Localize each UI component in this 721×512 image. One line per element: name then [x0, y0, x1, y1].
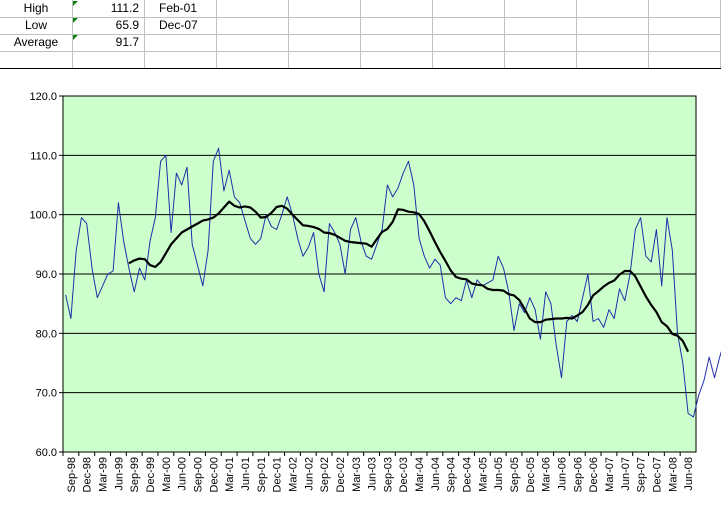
- y-tick-label: 110.0: [30, 150, 57, 162]
- y-tick-label: 70.0: [36, 388, 57, 400]
- cell-note-marker: [73, 1, 78, 6]
- x-tick-label: Mar-02: [287, 457, 299, 492]
- x-tick-label: Dec-07: [651, 457, 663, 492]
- stat-value-high[interactable]: 111.2: [110, 1, 139, 15]
- x-tick-label: Sep-02: [319, 457, 331, 492]
- x-tick-label: Sep-06: [572, 457, 584, 492]
- y-tick-label: 80.0: [36, 328, 57, 340]
- monthly-value-line: [65, 147, 721, 418]
- x-tick-label: Dec-01: [272, 457, 284, 492]
- stats-sheet: High 111.2 Feb-01 Low 65.9 Dec-07 Averag…: [0, 0, 721, 68]
- chart-area[interactable]: 60.0 70.0 80.0 90.0 100.0 110.0 120.0 Sep-98 Dec…: [0, 68, 721, 511]
- x-tick-label: Jun-04: [430, 457, 442, 491]
- cell-note-marker: [73, 35, 78, 40]
- x-tick-label: Dec-04: [462, 457, 474, 492]
- grid-col-line: [360, 0, 361, 68]
- x-tick-label: Dec-06: [588, 457, 600, 492]
- x-tick-label: Jun-06: [556, 457, 568, 491]
- x-tick-label: Dec-02: [335, 457, 347, 492]
- x-tick-label: Sep-03: [382, 457, 394, 492]
- stat-date-high[interactable]: Feb-01: [159, 1, 198, 15]
- grid-col-line: [216, 0, 217, 68]
- grid-col-line: [72, 0, 73, 68]
- x-tick-label: Dec-00: [208, 457, 220, 492]
- x-tick-label: Dec-03: [398, 457, 410, 492]
- stat-date-low[interactable]: Dec-07: [159, 18, 198, 32]
- x-tick-label: Mar-01: [224, 457, 236, 492]
- grid-col-line: [432, 0, 433, 68]
- x-tick-label: Mar-03: [351, 457, 363, 492]
- x-tick-label: Jun-99: [113, 457, 125, 491]
- grid-col-line: [648, 0, 649, 68]
- y-tick-label: 100.0: [29, 210, 57, 222]
- grid-col-line: [144, 0, 145, 68]
- x-tick-label: Sep-98: [66, 457, 78, 492]
- moving-average-line: [128, 200, 690, 353]
- cell-note-marker: [73, 18, 78, 23]
- x-tick-label: Sep-04: [446, 457, 458, 492]
- x-tick-label: Jun-03: [367, 457, 379, 491]
- stat-label-low[interactable]: Low: [24, 18, 47, 32]
- stat-value-average[interactable]: 91.7: [115, 35, 139, 49]
- x-tick-label: Mar-07: [604, 457, 616, 492]
- x-tick-label: Jun-01: [240, 457, 252, 491]
- x-tick-label: Dec-05: [525, 457, 537, 492]
- x-tick-label: Jun-08: [683, 457, 695, 491]
- x-tick-label: Mar-05: [477, 457, 489, 492]
- stat-value-low[interactable]: 65.9: [115, 18, 139, 32]
- x-tick-label: Mar-04: [414, 457, 426, 492]
- x-tick-label: Jun-00: [177, 457, 189, 491]
- x-tick-label: Sep-07: [636, 457, 648, 492]
- x-tick-label: Sep-05: [509, 457, 521, 492]
- x-tick-label: Dec-99: [145, 457, 157, 492]
- x-tick-label: Sep-01: [256, 457, 268, 492]
- x-tick-label: Sep-99: [129, 457, 141, 492]
- x-tick-label: Jun-02: [303, 457, 315, 491]
- y-tick-label: 60.0: [36, 447, 57, 459]
- y-tick-label: 120.0: [29, 91, 57, 103]
- x-tick-label: Jun-07: [620, 457, 632, 491]
- grid-col-line: [576, 0, 577, 68]
- x-tick-label: Mar-06: [541, 457, 553, 492]
- x-tick-label: Mar-99: [98, 457, 110, 492]
- x-tick-label: Mar-00: [161, 457, 173, 492]
- stat-label-high[interactable]: High: [23, 1, 49, 15]
- x-tick-label: Sep-00: [193, 457, 205, 492]
- x-tick-label: Dec-98: [82, 457, 94, 492]
- line-chart: 60.0 70.0 80.0 90.0 100.0 110.0 120.0 Sep-98 Dec…: [29, 91, 721, 492]
- grid-col-line: [504, 0, 505, 68]
- stat-label-average[interactable]: Average: [13, 35, 59, 49]
- x-tick-label: Jun-05: [493, 457, 505, 491]
- y-tick-label: 90.0: [36, 269, 57, 281]
- x-tick-label: Mar-08: [667, 457, 679, 492]
- grid-col-line: [288, 0, 289, 68]
